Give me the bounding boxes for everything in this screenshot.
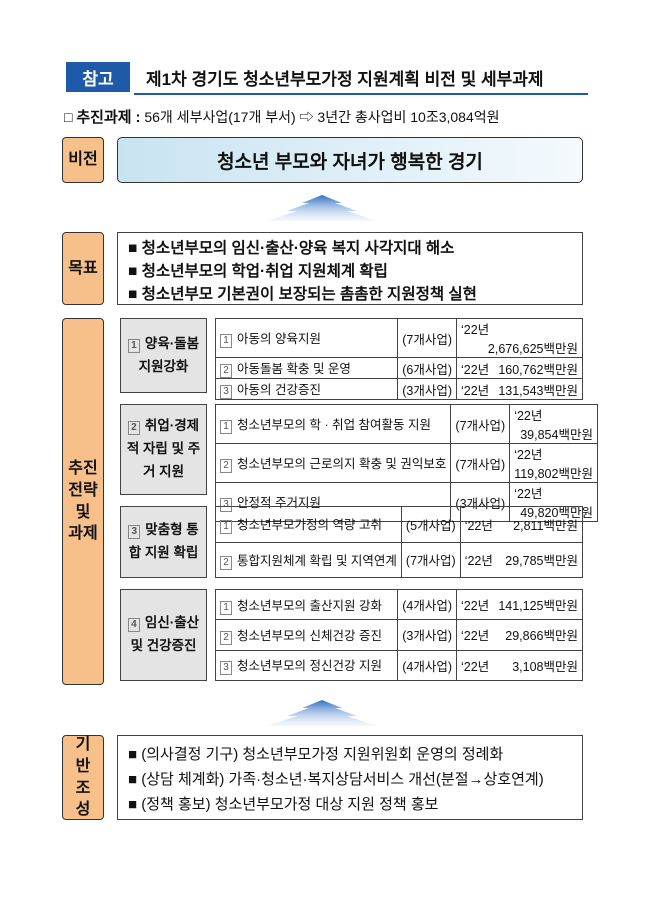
foundation-label: 기반 조성 [62, 735, 104, 820]
number-icon: 3 [220, 385, 232, 399]
vision-label: 비전 [62, 137, 104, 183]
up-arrow-icon [267, 195, 377, 221]
task-budget: ‘22년 119,802백만원 [509, 443, 598, 483]
summary-label: 추진과제 [76, 109, 132, 126]
number-icon: 2 [220, 364, 232, 378]
task-count: (7개사업) [397, 318, 457, 358]
task-name: 3 청소년부모의 정신건강 지원 [214, 649, 399, 682]
task-budget: ‘22년 29,785백만원 [459, 541, 584, 578]
strategy-task-table: 1 아동의 양육지원 (7개사업) ‘22년 2,676,625백만원 2 아동돌봄 확충 … [214, 318, 583, 400]
task-name: 3 아동의 건강증진 [214, 378, 399, 400]
strategy-group-label: 1 양육·돌봄 지원강화 [120, 318, 207, 393]
task-count: (6개사업) [397, 357, 457, 379]
table-row: 2 아동돌봄 확충 및 운영 (6개사업) ‘22년 160,762백만원 [214, 357, 583, 379]
number-icon: 2 [220, 630, 232, 645]
task-budget: ‘22년 29,866백만원 [456, 619, 583, 651]
strategy-task-table: 1 청소년부모의 출산지원 강화 (4개사업) ‘22년 141,125백만원 2 청소년부… [214, 588, 583, 682]
table-row: 2 청소년부모의 근로의지 확충 및 권익보호 (7개사업) ‘22년 119,802백… [214, 443, 598, 483]
task-count: (5개사업) [400, 506, 461, 543]
task-budget: ‘22년 141,125백만원 [456, 588, 583, 621]
number-icon: 3 [220, 661, 232, 676]
task-count: (3개사업) [397, 378, 457, 400]
number-icon: 2 [220, 459, 232, 473]
table-row: 1 청소년부모의 출산지원 강화 (4개사업) ‘22년 141,125백만원 [214, 588, 583, 621]
strategy-group-label: 4 임신·출산 및 건강증진 [120, 589, 207, 681]
goal-item: ■ 청소년부모 기본권이 보장되는 촘촘한 지원정책 실현 [128, 286, 477, 303]
number-icon: 3 [128, 525, 141, 540]
foundation-item: ■ (의사결정 기구) 청소년부모가정 지원위원회 운영의 정례화 [128, 746, 504, 763]
task-name: 2 청소년부모의 근로의지 확충 및 권익보호 [214, 443, 452, 483]
summary-line: □ 추진과제 : 56개 세부사업(17개 부서) ⇨ 3년간 총사업비 10조… [64, 106, 500, 127]
table-row: 1 청소년부모가정의 역량 고취 (5개사업) ‘22년 2,811백만원 [215, 506, 584, 543]
summary-colon: : [135, 109, 141, 126]
table-row: 3 아동의 건강증진 (3개사업) ‘22년 131,543백만원 [214, 378, 583, 400]
number-icon: 2 [127, 421, 140, 436]
task-count: (3개사업) [397, 619, 457, 651]
title-underline [134, 93, 588, 95]
goals-box: ■ 청소년부모의 임신·출산·양육 복지 사각지대 해소 ■ 청소년부모의 학업… [117, 232, 583, 305]
number-icon: 2 [220, 555, 232, 570]
task-count: (7개사업) [400, 541, 461, 578]
number-icon: 1 [127, 338, 140, 353]
task-count: (4개사업) [397, 649, 457, 682]
task-budget: ‘22년 39,854백만원 [509, 404, 598, 444]
task-name: 1 청소년부모의 학 · 취업 참여활동 지원 [214, 404, 452, 444]
foundation-item: ■ (정책 홍보) 청소년부모가정 대상 지원 정책 홍보 [128, 796, 439, 813]
table-row: 2 청소년부모의 신체건강 증진 (3개사업) ‘22년 29,866백만원 [214, 619, 583, 651]
task-count: (7개사업) [450, 443, 511, 483]
summary-text: 56개 세부사업(17개 부서) ⇨ 3년간 총사업비 10조3,084억원 [144, 109, 500, 125]
task-name: 2 청소년부모의 신체건강 증진 [214, 619, 399, 651]
number-icon: 4 [127, 618, 140, 633]
goal-item: ■ 청소년부모의 임신·출산·양육 복지 사각지대 해소 [128, 240, 455, 257]
table-row: 2 통합지원체계 확립 및 지역연계 (7개사업) ‘22년 29,785백만원 [215, 541, 584, 578]
up-arrow-icon [267, 700, 377, 726]
strategy-group-label: 2 취업·경제적 자립 및 주거 지원 [120, 404, 207, 495]
goals-label: 목표 [62, 232, 104, 305]
task-name: 1 청소년부모의 출산지원 강화 [214, 588, 399, 621]
page-title: 제1차 경기도 청소년부모가정 지원계획 비전 및 세부과제 [146, 70, 544, 89]
task-budget: ‘22년 160,762백만원 [456, 357, 583, 379]
strategy-task-table: 1 청소년부모의 학 · 취업 참여활동 지원 (7개사업) ‘22년 39,854백만… [214, 404, 598, 522]
strategy-group-label: 3 맞춤형 통합 지원 확립 [120, 506, 207, 578]
task-name: 1 청소년부모가정의 역량 고취 [215, 506, 402, 543]
reference-tag: 참고 [66, 62, 130, 92]
number-icon: 1 [220, 420, 232, 434]
strategy-label: 추진 전략 및 과제 [62, 318, 104, 685]
task-budget: ‘22년 131,543백만원 [456, 378, 583, 400]
task-count: (4개사업) [397, 588, 457, 621]
task-name: 2 아동돌봄 확충 및 운영 [214, 357, 399, 379]
number-icon: 1 [220, 600, 232, 615]
foundation-item: ■ (상담 체계화) 가족·청소년·복지상담서비스 개선(분절→상호연계) [128, 771, 544, 788]
vision-text: 청소년 부모와 자녀가 행복한 경기 [117, 137, 583, 183]
number-icon: 1 [220, 334, 232, 348]
table-row: 1 아동의 양육지원 (7개사업) ‘22년 2,676,625백만원 [214, 318, 583, 358]
task-budget: ‘22년 2,676,625백만원 [456, 318, 583, 358]
number-icon: 1 [220, 520, 232, 535]
goal-item: ■ 청소년부모의 학업·취업 지원체계 확립 [128, 263, 388, 280]
task-name: 1 아동의 양육지원 [214, 318, 399, 358]
checkbox-icon: □ [64, 109, 73, 125]
strategy-task-table: 1 청소년부모가정의 역량 고취 (5개사업) ‘22년 2,811백만원 2 통합지원체계… [215, 506, 584, 578]
task-count: (7개사업) [450, 404, 511, 444]
task-budget: ‘22년 2,811백만원 [459, 506, 584, 543]
table-row: 3 청소년부모의 정신건강 지원 (4개사업) ‘22년 3,108백만원 [214, 649, 583, 682]
foundation-box: ■ (의사결정 기구) 청소년부모가정 지원위원회 운영의 정례화 ■ (상담 … [117, 735, 583, 820]
task-budget: ‘22년 3,108백만원 [456, 649, 583, 682]
task-name: 2 통합지원체계 확립 및 지역연계 [215, 541, 402, 578]
table-row: 1 청소년부모의 학 · 취업 참여활동 지원 (7개사업) ‘22년 39,854백만… [214, 404, 598, 444]
